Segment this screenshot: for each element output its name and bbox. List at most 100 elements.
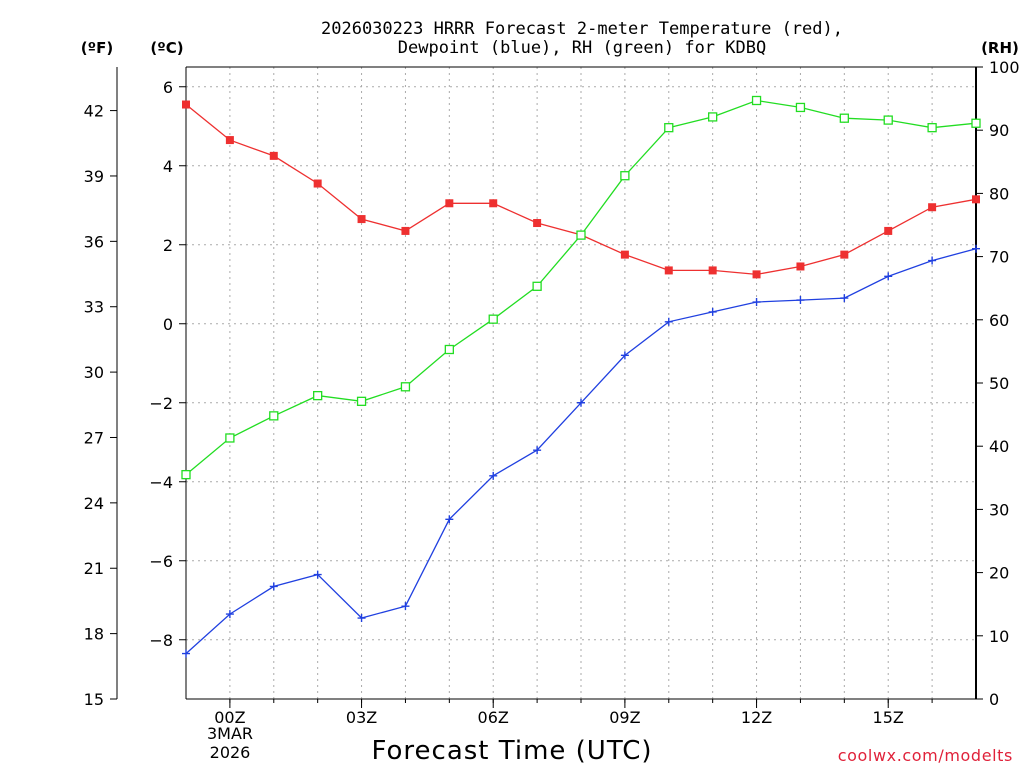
rh-point — [488, 314, 498, 324]
rh-tick-label: 70 — [989, 248, 1009, 267]
rh-point — [400, 382, 411, 392]
x-tick-label: 00Z — [214, 708, 245, 727]
temperature-point — [620, 250, 629, 259]
celsius-tick-label: −8 — [149, 631, 173, 650]
rh-point — [751, 95, 762, 106]
temperature-point — [752, 270, 761, 279]
temperature-point — [445, 199, 454, 208]
date-label-year: 2026 — [210, 743, 251, 762]
celsius-unit-label: (ºC) — [150, 39, 183, 57]
dewpoint-point — [489, 471, 498, 480]
rh-point — [532, 281, 542, 291]
dewpoint-point — [401, 602, 410, 611]
celsius-tick-label: 0 — [163, 315, 173, 334]
dewpoint-point — [796, 296, 805, 305]
dewpoint-point — [620, 351, 629, 360]
rh-point — [971, 118, 981, 128]
dewpoint-point — [708, 307, 717, 316]
rh-point — [708, 112, 718, 122]
temperature-point — [708, 266, 717, 275]
x-tick-label: 15Z — [873, 708, 904, 727]
x-tick-label: 09Z — [609, 708, 640, 727]
rh-series — [181, 95, 981, 480]
dewpoint-point — [752, 298, 761, 307]
fahrenheit-tick-label: 36 — [84, 232, 104, 251]
site-credit: coolwx.com/modelts — [838, 746, 1013, 765]
fahrenheit-tick-label: 33 — [84, 298, 104, 317]
fahrenheit-tick-label: 30 — [84, 363, 104, 382]
axes: −8−6−4−202461518212427303336394201020304… — [84, 58, 1020, 727]
temperature-point — [269, 151, 278, 160]
dewpoint-point — [840, 294, 849, 303]
rh-point — [664, 123, 674, 133]
celsius-tick-label: −6 — [149, 552, 173, 571]
fahrenheit-tick-label: 42 — [84, 102, 104, 121]
celsius-tick-label: 6 — [163, 78, 173, 97]
temperature-point — [489, 199, 498, 208]
temperature-point — [225, 136, 234, 145]
rh-tick-label: 30 — [989, 500, 1009, 519]
temperature-point — [840, 250, 849, 259]
fahrenheit-unit-label: (ºF) — [81, 39, 113, 57]
chart-title-line2: Dewpoint (blue), RH (green) for KDBQ — [398, 38, 766, 58]
x-tick-label: 12Z — [741, 708, 772, 727]
rh-point — [576, 230, 586, 240]
data-series — [181, 95, 981, 658]
dewpoint-point — [972, 244, 980, 253]
rh-tick-label: 60 — [989, 311, 1009, 330]
rh-point — [839, 113, 849, 123]
fahrenheit-tick-label: 18 — [84, 625, 104, 644]
celsius-tick-label: −2 — [149, 394, 173, 413]
rh-tick-label: 10 — [989, 627, 1009, 646]
dewpoint-point — [225, 610, 234, 619]
dewpoint-point — [269, 582, 278, 591]
temperature-point — [313, 179, 322, 188]
fahrenheit-tick-label: 27 — [84, 428, 104, 447]
dewpoint-point — [182, 649, 190, 658]
celsius-tick-label: −4 — [149, 473, 173, 492]
temperature-point — [533, 219, 542, 228]
rh-point — [313, 390, 323, 401]
rh-point — [181, 469, 191, 480]
rh-point — [356, 396, 367, 406]
temperature-point — [401, 226, 410, 235]
celsius-tick-label: 4 — [163, 157, 173, 176]
dewpoint-point — [664, 317, 673, 326]
rh-tick-label: 40 — [989, 437, 1009, 456]
rh-point — [444, 344, 454, 355]
celsius-tick-label: 2 — [163, 236, 173, 255]
dewpoint-point — [313, 570, 322, 579]
temperature-point — [884, 226, 893, 235]
dewpoint-point — [928, 256, 937, 265]
dewpoint-point — [533, 446, 542, 455]
x-tick-label: 03Z — [346, 708, 377, 727]
rh-tick-label: 90 — [989, 121, 1009, 140]
rh-tick-label: 50 — [989, 374, 1009, 393]
rh-point — [795, 102, 806, 113]
dewpoint-point — [445, 515, 454, 524]
rh-point — [927, 123, 937, 133]
dewpoint-series — [182, 244, 980, 658]
fahrenheit-tick-label: 39 — [84, 167, 104, 186]
temperature-point — [664, 266, 673, 275]
temperature-point — [357, 215, 366, 224]
rh-point — [620, 171, 630, 181]
rh-point — [883, 115, 893, 125]
dewpoint-point — [357, 614, 366, 623]
rh-tick-label: 0 — [989, 690, 999, 709]
chart-title-line1: 2026030223 HRRR Forecast 2-meter Tempera… — [321, 19, 843, 39]
temperature-point — [182, 100, 190, 109]
rh-unit-label: (RH) — [981, 39, 1019, 57]
rh-tick-label: 20 — [989, 564, 1009, 583]
date-label-day: 3MAR — [207, 724, 253, 743]
rh-tick-label: 80 — [989, 184, 1009, 203]
temperature-point — [972, 195, 980, 204]
fahrenheit-tick-label: 21 — [84, 559, 104, 578]
temperature-point — [796, 262, 805, 271]
temperature-point — [928, 203, 937, 212]
dewpoint-point — [884, 272, 893, 281]
x-axis-title: Forecast Time (UTC) — [371, 736, 652, 766]
dewpoint-point — [577, 398, 585, 407]
